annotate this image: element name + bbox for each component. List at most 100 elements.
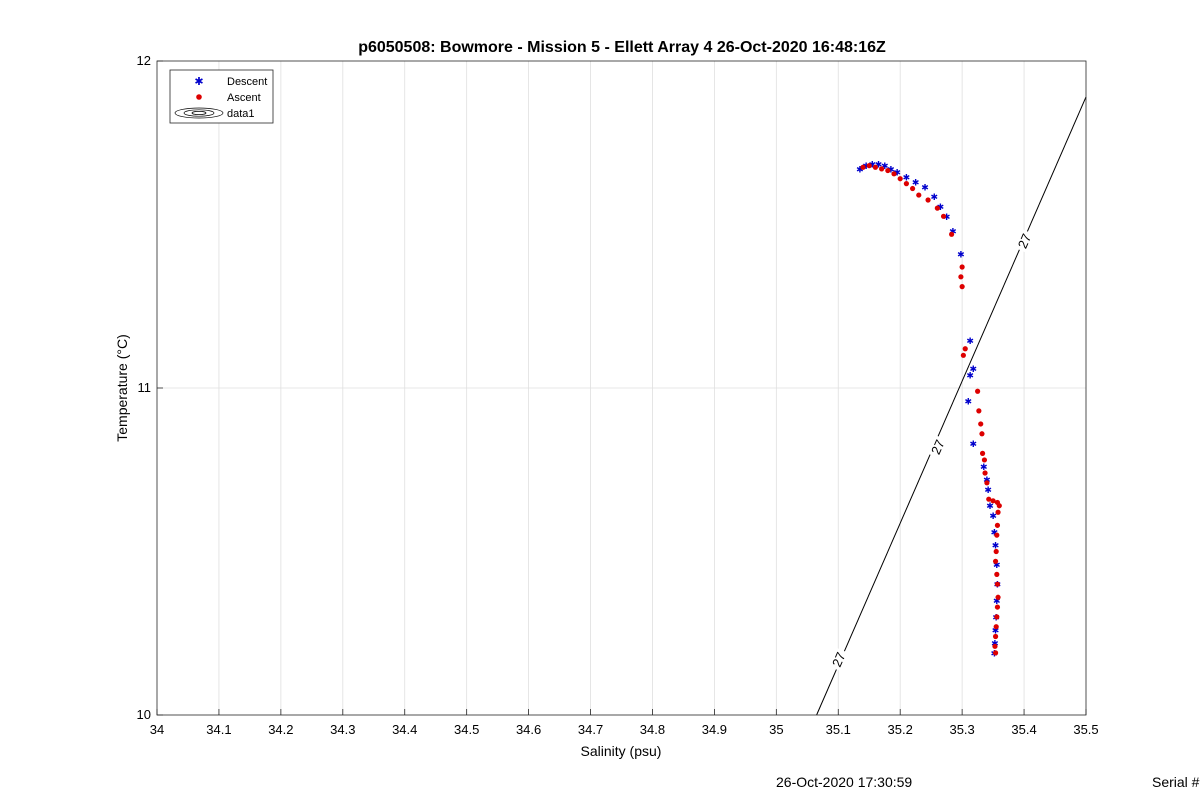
descent-point: ✱ xyxy=(957,249,965,259)
y-tick-label: 11 xyxy=(138,380,152,395)
ascent-point xyxy=(934,205,940,211)
descent-point: ✱ xyxy=(903,173,911,183)
ascent-point xyxy=(994,522,1001,528)
x-tick-label: 35.5 xyxy=(1073,722,1098,737)
footer-serial: Serial # xyxy=(1152,774,1200,790)
descent-point: ✱ xyxy=(949,227,957,237)
ascent-point xyxy=(949,231,955,237)
x-tick-label: 34.5 xyxy=(454,722,479,737)
descent-point: ✱ xyxy=(970,439,978,449)
descent-point: ✱ xyxy=(912,177,920,187)
descent-point: ✱ xyxy=(887,164,895,174)
ascent-point xyxy=(992,643,998,649)
ascent-point xyxy=(885,167,891,174)
contour-label: 27 xyxy=(829,650,849,669)
descent-point: ✱ xyxy=(965,397,973,407)
ascent-point xyxy=(984,480,990,486)
ascent-point xyxy=(958,274,964,280)
legend-contour-icon xyxy=(174,107,224,119)
ascent-point xyxy=(993,548,999,555)
descent-point: ✱ xyxy=(984,485,992,495)
descent-point: ✱ xyxy=(991,527,999,537)
x-tick-label: 34.8 xyxy=(640,722,665,737)
x-axis-label: Salinity (psu) xyxy=(581,743,662,759)
contour-label-bg xyxy=(1013,228,1035,253)
legend-dot-icon xyxy=(196,94,202,100)
ascent-point xyxy=(992,650,999,656)
ascent-point xyxy=(879,166,885,172)
ascent-point xyxy=(994,614,1000,620)
x-tick-label: 35.3 xyxy=(949,722,974,737)
descent-point: ✱ xyxy=(875,160,883,170)
descent-point: ✱ xyxy=(966,370,974,380)
ascent-point xyxy=(996,503,1002,509)
legend-box xyxy=(169,69,274,124)
ascent-point xyxy=(992,558,999,564)
descent-point: ✱ xyxy=(862,161,870,171)
density-contour: 27 27 27 xyxy=(816,96,1087,716)
descent-point: ✱ xyxy=(983,475,991,485)
y-tick-label: 10 xyxy=(137,707,151,722)
descent-point: ✱ xyxy=(993,560,1001,570)
legend-label-data1: data1 xyxy=(227,108,255,120)
contour-label-bg xyxy=(926,434,948,459)
ascent-point xyxy=(897,176,903,182)
descent-point: ✱ xyxy=(856,164,864,174)
ascent-point xyxy=(925,197,931,203)
descent-point: ✱ xyxy=(980,462,988,472)
descent-point: ✱ xyxy=(881,161,889,171)
ascent-point xyxy=(978,421,984,427)
descent-point: ✱ xyxy=(966,336,974,346)
ascent-point xyxy=(959,264,965,270)
x-tick-label: 34.7 xyxy=(578,722,603,737)
x-tick-label: 35.1 xyxy=(826,722,851,737)
legend-star-icon: ✱ xyxy=(194,76,203,88)
ascent-point xyxy=(982,470,988,476)
descent-point: ✱ xyxy=(986,501,994,511)
descent-point: ✱ xyxy=(970,364,978,374)
x-tick-label: 34.2 xyxy=(268,722,293,737)
ascent-point xyxy=(976,408,982,414)
ascent-point xyxy=(872,164,879,170)
contour-label: 27 xyxy=(1015,231,1035,250)
contour-label-bg xyxy=(827,647,849,672)
x-tick-label: 34.6 xyxy=(516,722,541,737)
x-tick-label: 34.9 xyxy=(702,722,727,737)
ascent-point xyxy=(860,164,866,170)
ascent-point xyxy=(979,431,985,437)
descent-point: ✱ xyxy=(930,192,938,202)
axis-ticks: 34 34.1 34.2 34.3 34.4 34.5 34.6 34.7 34.8 34.9 35… xyxy=(137,53,1099,737)
chart-legend: ✱ Descent Ascent data1 xyxy=(169,69,274,124)
x-tick-label: 35.2 xyxy=(888,722,913,737)
descent-point: ✱ xyxy=(943,212,951,222)
descent-point: ✱ xyxy=(993,596,1001,606)
isopycnal-line xyxy=(816,96,1087,716)
ascent-point xyxy=(995,509,1001,515)
x-tick-label: 34.4 xyxy=(392,722,417,737)
ascent-point xyxy=(940,213,947,219)
descent-point: ✱ xyxy=(921,182,929,192)
x-tick-label: 34.3 xyxy=(330,722,355,737)
descent-point: ✱ xyxy=(992,540,1000,550)
ascent-point xyxy=(916,192,922,198)
legend-label-descent: Descent xyxy=(227,76,267,88)
ascent-point xyxy=(959,284,965,290)
ascent-point xyxy=(986,496,992,502)
x-tick-label: 35.4 xyxy=(1011,722,1036,737)
ascent-point xyxy=(993,624,999,630)
ascent-point xyxy=(995,594,1001,600)
grid-lines xyxy=(157,61,1086,715)
legend-label-ascent: Ascent xyxy=(227,92,261,104)
descent-point: ✱ xyxy=(992,625,1000,635)
descent-point: ✱ xyxy=(991,639,999,649)
ascent-point xyxy=(994,604,1001,610)
ascent-point xyxy=(909,185,916,192)
contour-label: 27 xyxy=(928,437,948,456)
descent-point: ✱ xyxy=(937,202,945,212)
footer-timestamp: 26-Oct-2020 17:30:59 xyxy=(776,774,913,790)
chart-title: p6050508: Bowmore - Mission 5 - Ellett A… xyxy=(358,39,886,56)
x-tick-label: 35 xyxy=(769,722,783,737)
ascent-point xyxy=(979,450,986,456)
y-axis-label: Temperature (°C) xyxy=(114,334,130,442)
